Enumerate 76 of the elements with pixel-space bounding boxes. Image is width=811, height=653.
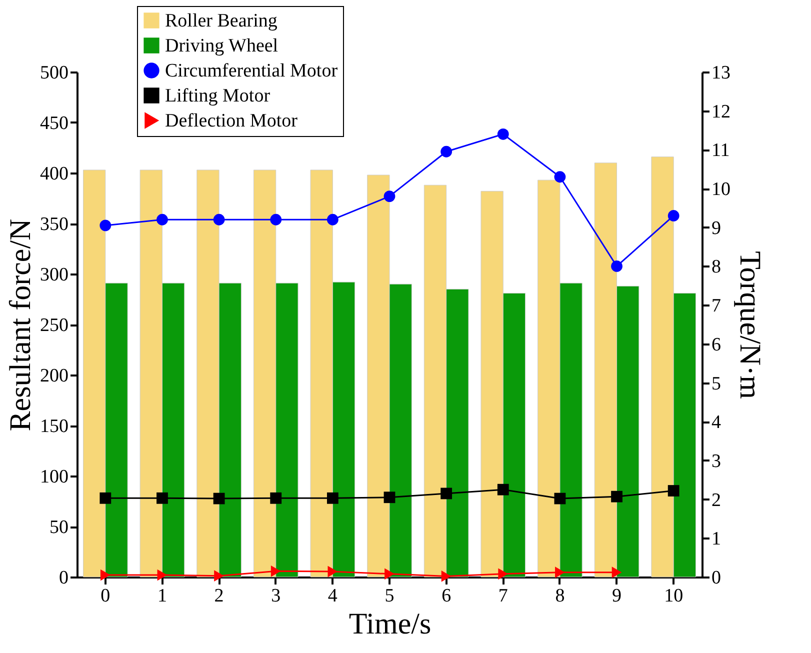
point <box>554 492 566 504</box>
y-tick-label: 500 <box>40 62 68 84</box>
y2-tick-label: 12 <box>712 101 730 122</box>
y2-tick-label: 8 <box>712 256 721 278</box>
y-tick-label: 100 <box>40 466 68 488</box>
y2-tick-label: 3 <box>712 450 721 472</box>
y2-tick-label: 0 <box>712 568 721 588</box>
point <box>612 566 622 578</box>
point <box>498 568 508 580</box>
y-tick-label: 350 <box>40 214 68 235</box>
point <box>328 566 338 578</box>
point <box>270 214 282 226</box>
y2-tick-label: 10 <box>712 179 730 200</box>
y-tick-label: 400 <box>40 164 68 184</box>
y2-axis-title: Torque/N·m <box>734 251 766 399</box>
x-tick-label: 5 <box>384 586 394 606</box>
y-tick-label: 450 <box>40 113 68 134</box>
y-tick-label: 0 <box>59 568 68 588</box>
point <box>611 260 622 272</box>
legend-label: Roller Bearing <box>165 10 278 32</box>
y-tick-label: 150 <box>40 416 68 437</box>
point <box>100 220 112 232</box>
point <box>100 492 112 504</box>
point <box>270 565 281 577</box>
y-axis-title: Resultant force/N <box>4 218 37 432</box>
x-tick-label: 6 <box>442 586 452 606</box>
legend-label: Deflection Motor <box>165 110 298 132</box>
x-axis-title: Time/s <box>348 608 432 640</box>
point <box>384 492 396 504</box>
y2-tick-label: 9 <box>712 218 721 239</box>
point <box>270 492 282 504</box>
point <box>156 214 168 226</box>
legend-label: Lifting Motor <box>165 86 271 106</box>
point <box>668 210 680 222</box>
point <box>668 485 680 496</box>
x-tick-label: 2 <box>214 586 224 606</box>
x-tick-label: 8 <box>555 586 565 606</box>
point <box>213 492 225 504</box>
point <box>611 490 622 502</box>
x-tick-label: 7 <box>498 586 508 606</box>
point <box>157 569 168 581</box>
y-tick-label: 250 <box>40 315 68 336</box>
y2-tick-label: 6 <box>712 334 721 356</box>
x-tick-label: 3 <box>271 586 281 606</box>
point <box>326 492 338 504</box>
point <box>156 492 168 504</box>
x-tick-label: 10 <box>664 586 684 606</box>
y2-tick-label: 5 <box>712 373 721 394</box>
y2-tick-label: 2 <box>712 490 721 511</box>
point <box>384 568 394 580</box>
y2-tick-label: 1 <box>712 528 721 550</box>
point <box>213 214 225 226</box>
point <box>100 569 110 581</box>
y2-tick-label: 13 <box>712 62 730 84</box>
x-tick-label: 4 <box>328 586 338 606</box>
y2-tick-label: 11 <box>712 140 730 162</box>
x-tick-label: 1 <box>157 586 167 606</box>
legend-label: Driving Wheel <box>165 36 278 56</box>
point <box>384 190 396 202</box>
point <box>555 566 565 578</box>
point <box>497 128 509 140</box>
y2-tick-label: 7 <box>712 296 721 317</box>
y-tick-label: 50 <box>50 517 68 538</box>
y-tick-label: 200 <box>40 366 68 386</box>
point <box>326 214 338 226</box>
y2-tick-label: 4 <box>712 412 722 434</box>
point <box>497 484 509 496</box>
y-tick-label: 300 <box>40 264 68 286</box>
point <box>440 146 452 158</box>
point <box>440 488 452 500</box>
point <box>554 171 566 183</box>
legend-label: Circumferential Motor <box>165 60 338 82</box>
point <box>441 570 452 582</box>
x-tick-label: 0 <box>100 586 110 606</box>
point <box>214 570 224 582</box>
x-tick-label: 9 <box>612 586 622 606</box>
